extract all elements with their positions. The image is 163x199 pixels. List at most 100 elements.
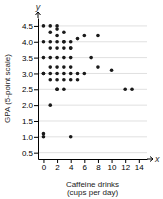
point	[69, 46, 73, 50]
point	[42, 56, 46, 60]
tick-label: 4.5	[22, 22, 34, 31]
tick-label: 4.0	[22, 38, 34, 47]
tick: 4	[69, 159, 74, 172]
tick: 8	[96, 159, 101, 172]
point	[62, 87, 66, 91]
tick: 2	[55, 159, 60, 172]
point	[55, 87, 59, 91]
point	[83, 72, 87, 76]
point	[55, 56, 59, 60]
point	[48, 24, 52, 28]
tick: 4.0	[22, 38, 38, 47]
point	[62, 56, 66, 60]
point	[42, 24, 46, 28]
point	[62, 46, 66, 50]
point	[89, 56, 93, 60]
tick: 1.5	[22, 117, 38, 126]
point	[69, 72, 73, 76]
point	[62, 30, 66, 34]
tick-label: 1.0	[22, 133, 34, 142]
point	[55, 87, 59, 91]
point	[48, 78, 52, 82]
tick-label: 1.5	[22, 117, 34, 126]
grid	[38, 26, 147, 153]
tick-label: 6	[83, 163, 88, 172]
point	[123, 87, 127, 91]
point	[69, 65, 73, 69]
x-axis-title: Caffeine drinks(cups per day)	[66, 180, 119, 198]
tick-label: 12	[121, 163, 130, 172]
points	[42, 24, 134, 138]
grid-line	[38, 120, 147, 121]
point	[55, 65, 59, 69]
tick-mark	[34, 121, 38, 122]
point	[48, 103, 52, 107]
tick-label: 2	[55, 163, 60, 172]
tick-label: 3.5	[22, 54, 34, 63]
grid-line	[38, 41, 147, 42]
tick-mark	[34, 137, 38, 138]
tick: 1.0	[22, 133, 38, 142]
tick-mark	[34, 153, 38, 154]
tick: 0.5	[22, 149, 38, 158]
tick: 6	[83, 159, 88, 172]
point	[130, 87, 134, 91]
point	[110, 68, 114, 72]
point	[48, 40, 52, 44]
point	[96, 34, 100, 38]
y-arrow	[36, 12, 41, 18]
annotation: x	[154, 154, 160, 164]
x-axis: 02468 10 12 14	[39, 159, 148, 172]
axis-arrows	[36, 12, 154, 162]
annotation: y	[35, 2, 41, 12]
point	[48, 72, 52, 76]
chart: 02468 10 12 14 0.5 1.0 1.5 2.0 2.5 3.0 3.5 4.0 4.5 Ca…	[0, 0, 163, 199]
tick: 0	[42, 159, 47, 172]
tick-mark	[34, 26, 38, 27]
point	[42, 40, 46, 44]
point	[42, 72, 46, 76]
grid-line	[38, 136, 147, 137]
grid-line	[38, 73, 147, 74]
point	[76, 78, 80, 82]
tick: 4.5	[22, 22, 38, 31]
point	[62, 72, 66, 76]
tick-label: 2.5	[22, 85, 34, 94]
point	[55, 72, 59, 76]
tick-label: 2.0	[22, 101, 34, 110]
tick: 12	[121, 159, 130, 172]
tick-label: 8	[96, 163, 101, 172]
point	[96, 65, 100, 69]
point	[55, 78, 59, 82]
tick-label: 4	[69, 163, 74, 172]
point	[62, 78, 66, 82]
tick-mark	[34, 73, 38, 74]
point	[69, 46, 73, 50]
point	[62, 40, 66, 44]
x-arrow	[147, 157, 153, 162]
tick-mark	[34, 42, 38, 43]
tick: 10	[108, 159, 117, 172]
y-axis: 0.5 1.0 1.5 2.0 2.5 3.0 3.5 4.0 4.5	[22, 19, 39, 160]
point	[62, 65, 66, 69]
point	[69, 78, 73, 82]
tick: 3.0	[22, 70, 38, 79]
point	[55, 46, 59, 50]
tick-label: 14	[135, 163, 144, 172]
tick-label: 0	[42, 163, 47, 172]
y-axis-title: GPA (5-point scale)	[3, 54, 12, 123]
point	[83, 34, 87, 38]
point	[69, 135, 73, 139]
tick-label: 3.0	[22, 70, 34, 79]
point	[69, 40, 73, 44]
tick: 14	[135, 159, 144, 172]
point	[76, 37, 80, 41]
tick-label: 10	[108, 163, 117, 172]
point	[76, 72, 80, 76]
grid-line	[38, 105, 147, 106]
point	[55, 24, 59, 28]
point	[42, 135, 46, 139]
point	[55, 40, 59, 44]
tick: 3.5	[22, 54, 38, 63]
point	[62, 40, 66, 44]
